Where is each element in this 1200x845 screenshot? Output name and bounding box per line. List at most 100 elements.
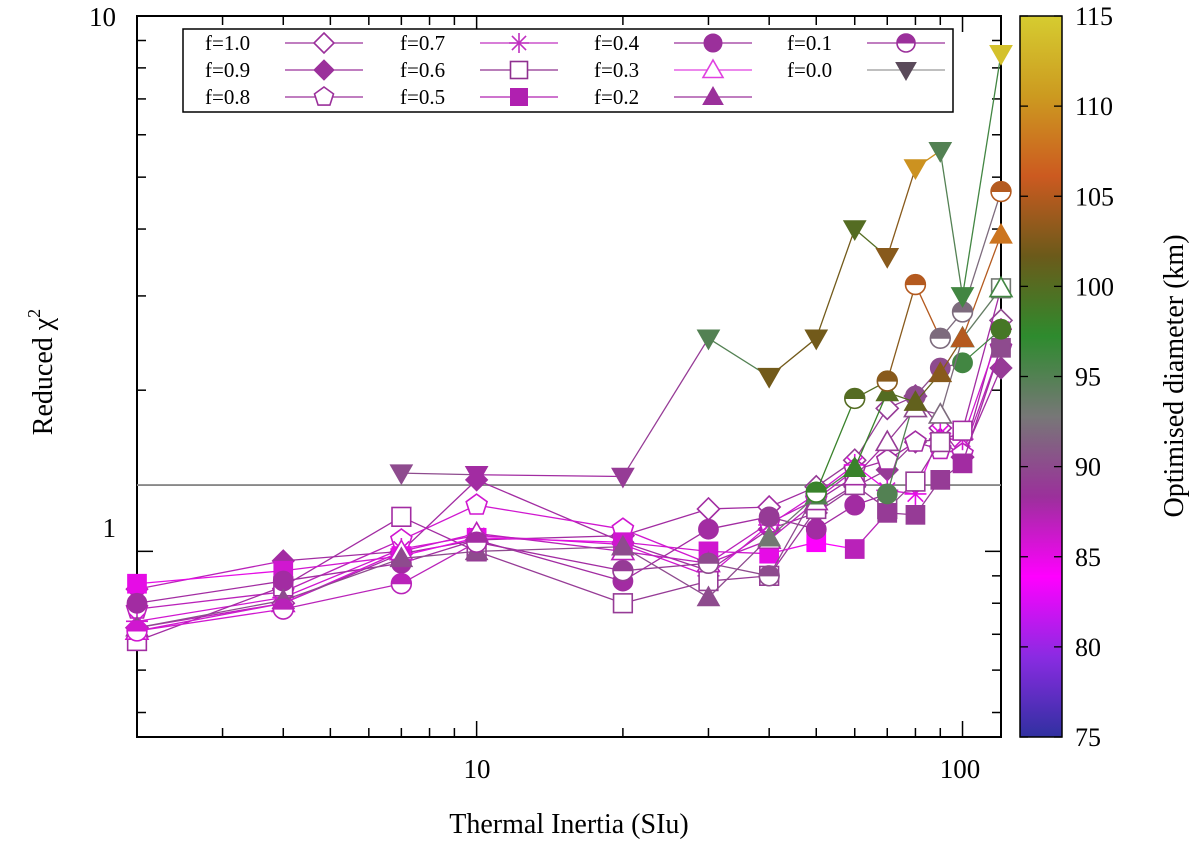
y-axis-label-text: Reduced χ: [28, 317, 59, 435]
series-segment: [401, 532, 477, 552]
data-point: [989, 222, 1013, 244]
legend-label: f=0.0: [787, 58, 832, 82]
data-point: [389, 546, 414, 568]
data-point: [611, 467, 635, 489]
y-axis-label-superscript: 2: [24, 309, 44, 318]
series-segment: [476, 537, 623, 543]
data-point: [990, 318, 1012, 340]
series-segment: [401, 550, 477, 560]
colorbar-tick-label: 105: [1075, 182, 1114, 211]
legend-label: f=1.0: [205, 31, 250, 55]
series-segment: [476, 541, 624, 572]
data-point: [272, 570, 294, 592]
series-segment: [622, 562, 709, 572]
legend-marker: [509, 60, 529, 80]
colorbar-ticks: 75 80 85 90 95 100 105 110 115: [1020, 2, 1114, 752]
data-point: [905, 471, 926, 492]
series-segment: [476, 532, 623, 552]
legend-label: f=0.7: [400, 31, 445, 55]
series-f=0.9: [125, 356, 1013, 601]
series-segment: [622, 337, 710, 477]
colorbar-tick-label: 85: [1075, 543, 1101, 572]
data-point: [698, 518, 719, 540]
series-f=0.1: [126, 180, 1012, 642]
data-point: [991, 337, 1011, 358]
data-point: [950, 287, 975, 308]
colorbar-label: Optimised diameter (km): [1159, 234, 1190, 517]
series-segment: [136, 591, 284, 610]
colorbar-tick-label: 95: [1075, 363, 1101, 392]
data-point: [127, 573, 147, 594]
series-segment: [939, 150, 964, 297]
data-point: [952, 352, 973, 374]
legend: f=1.0 f=0.9 f=0.8 f=0.7 f=0.6 f=0.5 f=0.4 f=0.3…: [182, 28, 954, 113]
series-segment: [401, 516, 477, 552]
colorbar-tick-label: 100: [1075, 272, 1114, 301]
data-point: [928, 142, 953, 163]
data-point: [876, 483, 898, 505]
series-segment: [622, 550, 709, 564]
series-f=0.2: [125, 222, 1013, 637]
series-segment: [622, 543, 709, 577]
data-point: [464, 466, 489, 487]
series-segment: [961, 367, 1002, 458]
legend-marker: [896, 33, 916, 53]
data-point: [903, 390, 928, 411]
series-segment: [476, 550, 624, 604]
data-point: [875, 396, 900, 421]
data-point: [989, 45, 1013, 66]
colorbar-tick-label: 75: [1075, 723, 1101, 752]
plot-area-frame: [136, 15, 1002, 738]
legend-marker: [313, 59, 335, 81]
data-point: [876, 370, 898, 392]
series-segment: [136, 580, 284, 604]
series-segment: [283, 539, 402, 593]
series-segment: [136, 599, 284, 629]
data-point: [952, 453, 973, 474]
series-segment: [961, 53, 1002, 297]
series-segment: [708, 524, 770, 577]
series-segment: [136, 608, 284, 632]
data-point: [805, 518, 827, 540]
data-point: [928, 361, 953, 383]
series-f=0.0: [389, 45, 1013, 489]
series-segment: [476, 534, 623, 541]
series-segment: [939, 338, 964, 415]
series-segment: [815, 398, 856, 493]
series-segment: [401, 504, 477, 541]
series-segment: [708, 522, 770, 564]
series-segment: [708, 550, 770, 555]
data-point: [465, 493, 489, 515]
data-point: [758, 506, 780, 528]
series-segment: [768, 508, 817, 577]
data-point: [465, 531, 488, 553]
series-segment: [622, 541, 709, 572]
legend-label: f=0.9: [205, 58, 250, 82]
series-segment: [815, 228, 856, 339]
series-segment: [708, 537, 770, 598]
series-segment: [401, 537, 477, 557]
legend-marker: [702, 85, 724, 105]
data-point: [904, 430, 927, 452]
series-segment: [283, 548, 402, 599]
series-segment: [401, 539, 477, 564]
series-segment: [768, 491, 817, 577]
data-point: [757, 525, 782, 547]
series-segment: [401, 541, 477, 585]
legend-label: f=0.2: [594, 85, 639, 109]
data-point: [930, 431, 951, 453]
series-segment: [476, 504, 624, 530]
y-tick-label-1: 1: [103, 513, 117, 543]
series-segment: [622, 508, 709, 537]
data-point: [990, 180, 1012, 203]
series-segment: [283, 562, 402, 582]
series-segment: [476, 474, 623, 478]
data-point: [612, 560, 634, 582]
data-point: [696, 329, 721, 351]
legend-label: f=0.1: [787, 31, 832, 55]
data-point: [612, 593, 634, 614]
series-segment: [854, 407, 888, 461]
legend-marker: [312, 31, 336, 55]
series-segment: [283, 555, 402, 572]
